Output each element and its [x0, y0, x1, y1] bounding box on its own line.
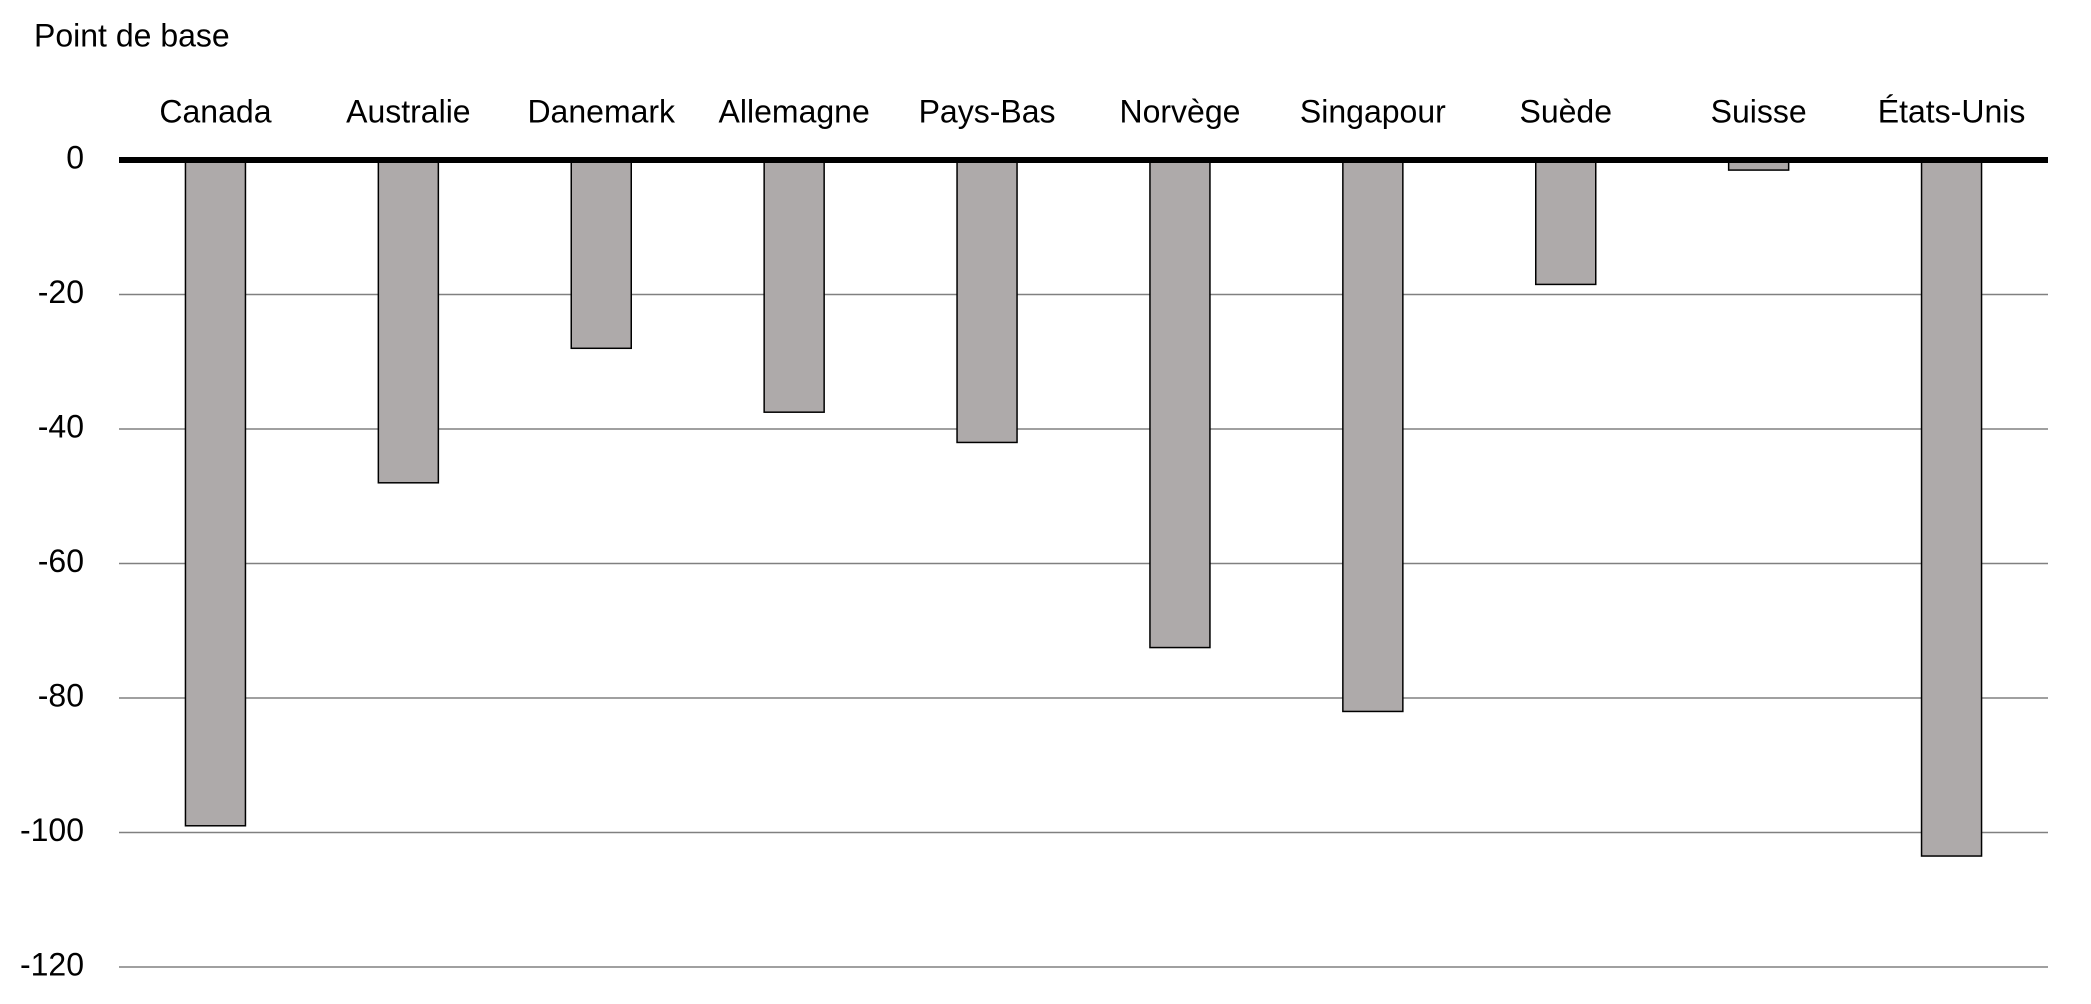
y-tick-label: -100	[20, 812, 84, 848]
bar	[1149, 159, 1211, 649]
y-tick-label: -120	[20, 946, 84, 982]
bar	[1920, 159, 1983, 857]
y-tick-label: 0	[66, 139, 84, 175]
x-tick-label: Danemark	[527, 93, 676, 129]
x-tick-label: États-Unis	[1878, 93, 2026, 129]
x-tick-label: Suède	[1519, 93, 1612, 129]
x-tick-label: Singapour	[1300, 93, 1446, 129]
y-tick-label: -20	[38, 274, 84, 310]
y-tick-label: -40	[38, 408, 84, 444]
bar	[377, 159, 440, 484]
y-axis-title: Point de base	[34, 17, 230, 53]
x-tick-label: Allemagne	[719, 93, 870, 129]
x-tick-label: Norvège	[1119, 93, 1240, 129]
bar	[570, 159, 632, 350]
bar	[956, 159, 1018, 444]
bar	[1342, 159, 1404, 713]
bar	[1535, 159, 1597, 286]
y-tick-label: -80	[38, 677, 84, 713]
bar	[184, 159, 247, 827]
x-tick-label: Pays-Bas	[919, 93, 1056, 129]
x-tick-label: Suisse	[1711, 93, 1807, 129]
x-tick-label: Canada	[159, 93, 271, 129]
y-tick-label: -60	[38, 543, 84, 579]
x-tick-label: Australie	[346, 93, 471, 129]
bar	[763, 159, 825, 413]
